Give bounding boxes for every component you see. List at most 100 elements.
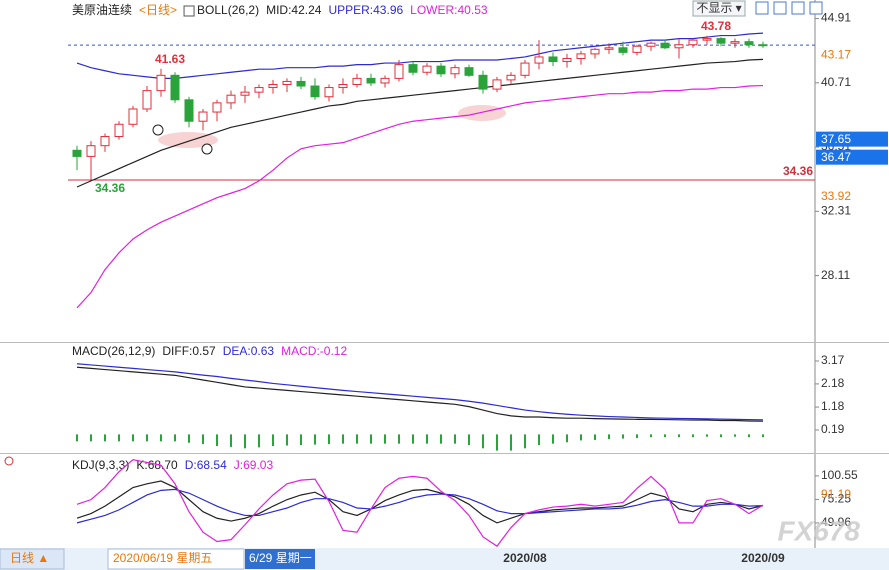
candle-body xyxy=(282,80,292,85)
candle-body xyxy=(492,79,502,90)
legend-label: UPPER:43.96 xyxy=(328,3,403,17)
candle-body xyxy=(534,56,544,64)
histogram-bar xyxy=(538,434,540,446)
histogram-bar xyxy=(748,434,750,438)
candle-body xyxy=(744,41,754,46)
histogram-bar xyxy=(468,434,470,446)
candle-body xyxy=(156,74,166,92)
candle-body xyxy=(464,67,474,76)
y-tick-label: 32.31 xyxy=(821,204,851,218)
candle-body xyxy=(436,65,446,75)
candle-body xyxy=(114,123,124,138)
candle-body xyxy=(324,87,334,98)
histogram-bar xyxy=(216,434,218,446)
y-tick-label: 100.55 xyxy=(821,468,858,482)
settings-icon[interactable] xyxy=(4,456,14,466)
period-label[interactable]: 日线 ▲ xyxy=(10,551,49,565)
histogram-bar xyxy=(384,434,386,444)
marker xyxy=(201,143,213,155)
series-line xyxy=(76,58,764,188)
candle-body xyxy=(408,64,418,73)
legend-label: MACD:-0.12 xyxy=(281,344,347,358)
candle-body xyxy=(618,47,628,53)
histogram-bar xyxy=(580,434,582,441)
histogram-bar xyxy=(244,434,246,449)
histogram-bar xyxy=(594,434,596,440)
cursor-date: 6/29 星期一 xyxy=(249,551,312,565)
legend-label: J:69.03 xyxy=(234,458,274,472)
y-tick-label: 49.96 xyxy=(821,515,851,529)
histogram-bar xyxy=(454,434,456,444)
price-line-label: 34.36 xyxy=(783,164,813,178)
candle-body xyxy=(338,83,348,89)
toggle-button[interactable] xyxy=(692,0,746,17)
series-line xyxy=(76,32,764,79)
histogram-bar xyxy=(566,434,568,443)
period-button[interactable] xyxy=(0,548,65,570)
candle-body xyxy=(170,74,180,101)
histogram-bar xyxy=(286,434,288,446)
annotation: 41.63 xyxy=(155,52,185,66)
legend-label: LOWER:40.53 xyxy=(410,3,488,17)
icon-button[interactable] xyxy=(791,1,805,15)
chart-title: MACD(26,12,9) xyxy=(72,344,155,358)
histogram-bar xyxy=(398,434,400,444)
icon-button[interactable] xyxy=(773,1,787,15)
series-line xyxy=(76,84,764,309)
legend-label: DEA:0.63 xyxy=(223,344,275,358)
histogram-bar xyxy=(76,434,78,442)
legend-label: D:68.54 xyxy=(185,458,227,472)
candle-body xyxy=(688,39,698,46)
price-tag: 37.65 xyxy=(821,132,851,146)
series-line xyxy=(76,459,764,547)
histogram-bar xyxy=(678,434,680,438)
price-tag: 33.92 xyxy=(821,189,851,203)
chart-title: 美原油连续 xyxy=(72,2,132,17)
series-line xyxy=(76,363,764,421)
histogram-bar xyxy=(132,434,134,442)
marker xyxy=(152,124,164,136)
highlight xyxy=(458,105,506,121)
histogram-bar xyxy=(356,434,358,444)
candle-body xyxy=(352,77,362,85)
histogram-bar xyxy=(160,434,162,442)
histogram-bar xyxy=(552,434,554,444)
candle-body xyxy=(422,65,432,73)
candle-body xyxy=(702,38,712,41)
y-tick-label: 40.71 xyxy=(821,75,851,89)
candle-body xyxy=(268,83,278,89)
icon-button[interactable] xyxy=(755,1,769,15)
series-line xyxy=(76,488,764,524)
histogram-bar xyxy=(496,434,498,451)
indicator-name: BOLL(26,2) xyxy=(197,3,259,17)
candle-body xyxy=(506,74,516,81)
y-tick-label: 2.18 xyxy=(821,376,845,390)
candle-body xyxy=(100,136,110,147)
y-tick-label: 0.19 xyxy=(821,422,845,436)
histogram-bar xyxy=(762,434,764,438)
price-tag-box xyxy=(816,131,888,147)
histogram-bar xyxy=(174,434,176,442)
candle-body xyxy=(646,42,656,47)
histogram-bar xyxy=(230,434,232,447)
toggle-label[interactable]: 不显示 ▾ xyxy=(696,1,741,15)
histogram-bar xyxy=(608,434,610,440)
histogram-bar xyxy=(272,434,274,446)
histogram-bar xyxy=(622,434,624,439)
candle-body xyxy=(240,91,250,96)
candle-body xyxy=(590,48,600,55)
histogram-bar xyxy=(482,434,484,449)
legend-label: DIFF:0.57 xyxy=(162,344,216,358)
candle-body xyxy=(142,90,152,110)
histogram-bar xyxy=(146,434,148,442)
candle-body xyxy=(730,41,740,44)
histogram-bar xyxy=(440,434,442,444)
icon-button[interactable] xyxy=(809,1,823,15)
chart-subtitle: <日线> xyxy=(139,3,177,17)
x-tick-label: 2020/09 xyxy=(741,551,785,565)
histogram-bar xyxy=(342,434,344,444)
histogram-bar xyxy=(104,434,106,442)
candle-body xyxy=(184,99,194,122)
candle-body xyxy=(478,74,488,90)
